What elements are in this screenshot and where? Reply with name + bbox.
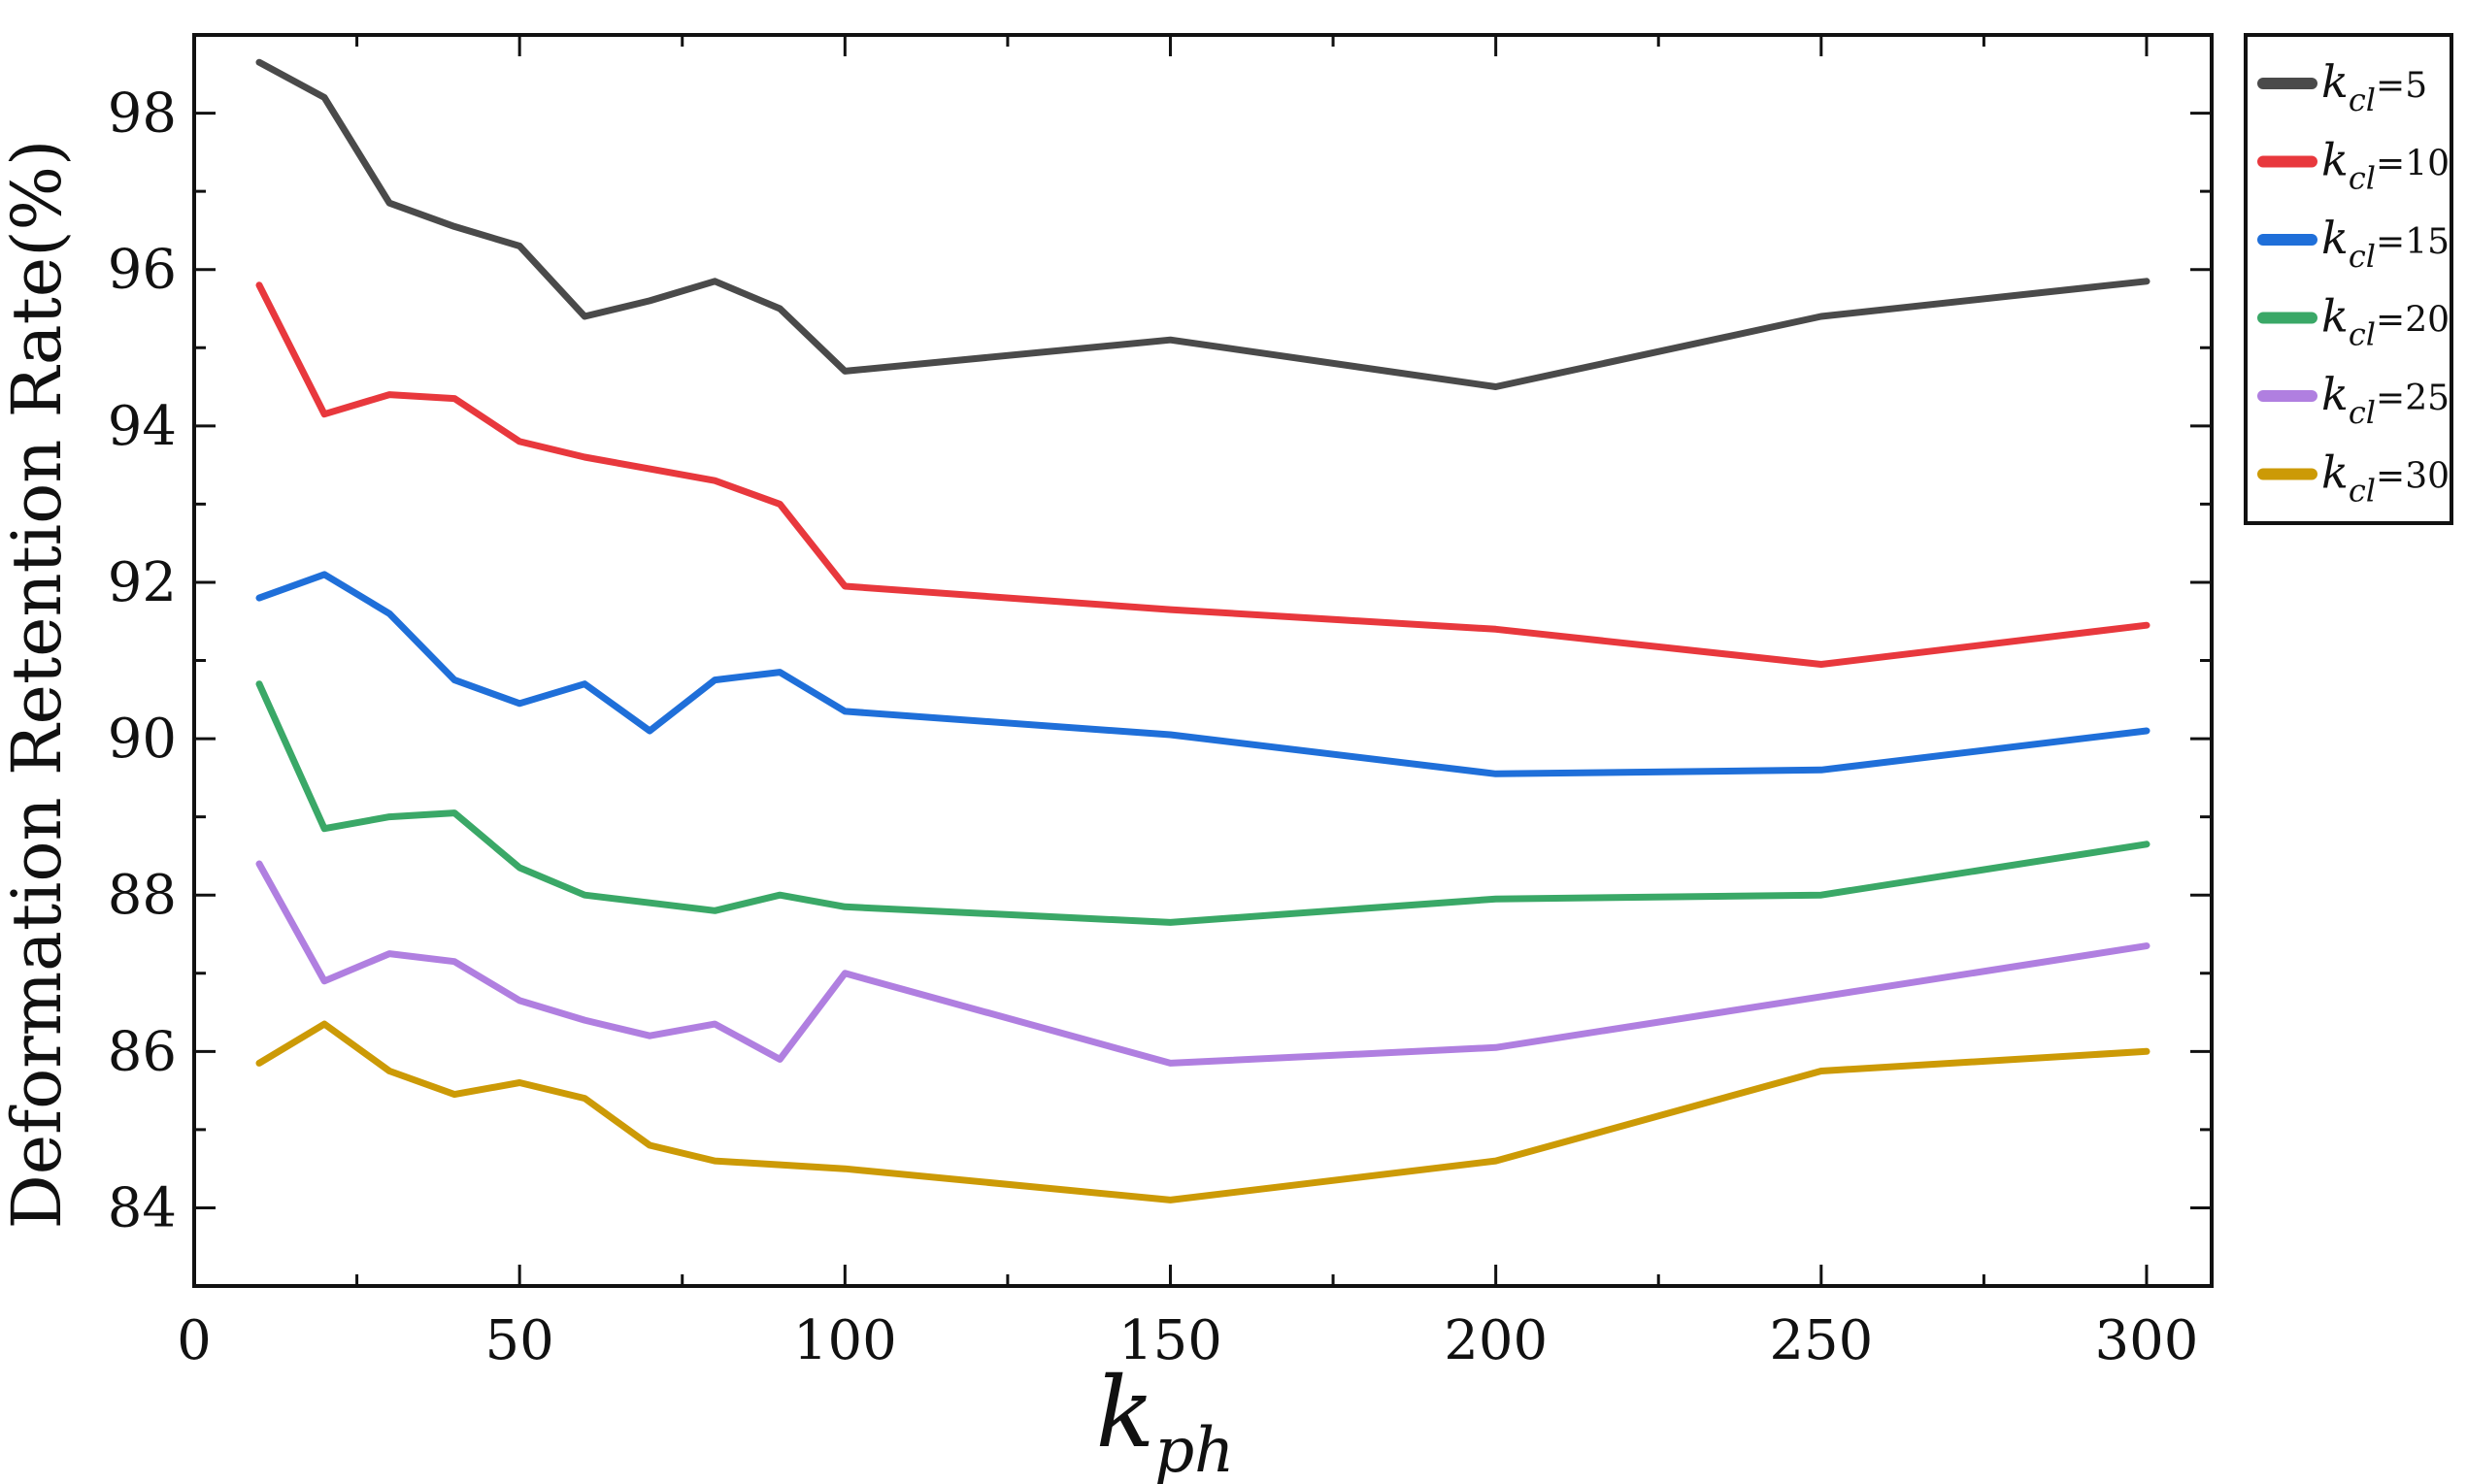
x-tick-label: 300	[2095, 1309, 2199, 1372]
y-tick-label: 96	[108, 239, 177, 302]
legend-label-base: k	[2321, 368, 2349, 420]
legend-label: kcl=10	[2321, 134, 2450, 197]
legend-label-value: =20	[2376, 301, 2450, 341]
x-tick-label: 50	[485, 1309, 554, 1372]
y-tick-label: 92	[108, 551, 177, 614]
legend-label-sub: cl	[2349, 238, 2376, 275]
y-tick-label: 84	[108, 1176, 177, 1239]
x-tick-label: 150	[1118, 1309, 1222, 1372]
legend-label-base: k	[2321, 290, 2349, 343]
y-tick-label: 90	[108, 708, 177, 771]
legend-label-base: k	[2321, 212, 2349, 264]
series-line-kcl-5	[255, 58, 2150, 390]
legend-label: kcl=30	[2321, 446, 2450, 510]
y-tick-label: 86	[108, 1020, 177, 1083]
x-tick-label: 100	[793, 1309, 897, 1372]
chart-marks	[255, 58, 2150, 1204]
x-axis-label-sub: ph	[1154, 1415, 1234, 1484]
x-tick-label: 200	[1444, 1309, 1548, 1372]
legend-label-value: =10	[2376, 145, 2450, 184]
legend-label-sub: cl	[2349, 160, 2376, 197]
series-line-kcl-20	[255, 680, 2150, 926]
x-axis-label: kph	[1096, 1356, 1235, 1484]
legend-label-sub: cl	[2349, 394, 2376, 431]
series-line-kcl-25	[255, 860, 2150, 1067]
legend-box	[2244, 33, 2453, 525]
series-line-kcl-15	[255, 571, 2150, 777]
axis-ticks	[192, 33, 2212, 1288]
y-tick-label: 88	[108, 864, 177, 927]
legend-label: kcl=20	[2321, 290, 2450, 353]
tick-labels: 0 50 100 150 200 250 300 84 86 88 90 92 94 96 98	[108, 82, 2199, 1372]
legend-label: kcl=25	[2321, 368, 2450, 431]
legend-label-value: =25	[2376, 379, 2450, 418]
legend-label-value: =15	[2376, 222, 2450, 262]
x-axis-label-base: k	[1096, 1356, 1155, 1469]
x-tick-label: 0	[177, 1309, 212, 1372]
legend-label: kcl=15	[2321, 212, 2450, 275]
y-axis-label: Deformation Retention Rate(%)	[0, 140, 77, 1230]
legend-label-base: k	[2321, 55, 2349, 108]
series-line-kcl-30	[255, 1020, 2150, 1204]
x-tick-label: 250	[1769, 1309, 1873, 1372]
legend-label-sub: cl	[2349, 82, 2376, 118]
legend-label: kcl=5	[2321, 55, 2427, 118]
legend-label-base: k	[2321, 446, 2349, 499]
legend-label-value: =30	[2376, 457, 2450, 497]
legend-label-sub: cl	[2349, 316, 2376, 353]
y-tick-label: 98	[108, 82, 177, 146]
legend-label-value: =5	[2376, 66, 2427, 106]
legend-label-base: k	[2321, 134, 2349, 186]
series-line-kcl-10	[255, 281, 2150, 668]
plot-frame	[192, 33, 2214, 1288]
y-tick-label: 94	[108, 395, 177, 458]
legend-label-sub: cl	[2349, 473, 2376, 510]
